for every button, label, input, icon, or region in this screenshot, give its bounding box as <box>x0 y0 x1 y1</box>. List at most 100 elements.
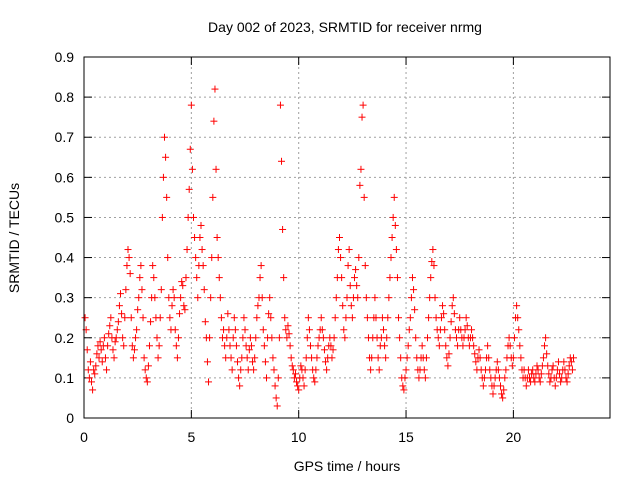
data-point <box>287 354 295 362</box>
data-point <box>381 342 389 350</box>
data-point <box>251 354 259 362</box>
data-point <box>475 346 483 354</box>
data-point <box>141 366 149 374</box>
data-point <box>179 282 187 290</box>
data-point <box>223 334 231 342</box>
y-axis-label: SRMTID / TECUs <box>6 183 22 293</box>
data-point <box>110 354 118 362</box>
data-point <box>166 314 174 322</box>
data-point <box>137 262 145 270</box>
data-point <box>189 213 197 221</box>
data-point <box>319 334 327 342</box>
data-point <box>509 354 517 362</box>
data-point <box>201 318 209 326</box>
data-point <box>372 314 380 322</box>
data-point <box>522 382 530 390</box>
data-point <box>443 354 451 362</box>
data-point <box>230 314 238 322</box>
data-point <box>461 326 469 334</box>
data-point <box>557 378 565 386</box>
data-point <box>182 274 190 282</box>
data-point <box>208 254 216 262</box>
data-point <box>425 314 433 322</box>
data-point <box>96 338 104 346</box>
data-point <box>341 334 349 342</box>
data-point <box>444 362 452 370</box>
data-point <box>422 354 430 362</box>
data-point <box>119 334 127 342</box>
data-point <box>322 358 330 366</box>
data-point <box>194 294 202 302</box>
data-point <box>285 330 293 338</box>
data-point <box>276 101 284 109</box>
data-point <box>193 274 201 282</box>
data-point <box>177 294 185 302</box>
data-point <box>178 278 186 286</box>
data-point <box>235 374 243 382</box>
data-point <box>98 358 106 366</box>
data-point <box>159 173 167 181</box>
data-point <box>549 362 557 370</box>
data-point <box>355 254 363 262</box>
data-point <box>387 254 395 262</box>
data-point <box>227 354 235 362</box>
data-point <box>468 326 476 334</box>
data-point <box>173 354 181 362</box>
data-point <box>399 382 407 390</box>
data-point <box>113 326 121 334</box>
y-tick-label: 0.2 <box>55 330 75 346</box>
data-point <box>262 374 270 382</box>
data-point <box>392 246 400 254</box>
data-point <box>397 354 405 362</box>
data-point <box>567 358 575 366</box>
data-point <box>252 334 260 342</box>
data-point <box>490 382 498 390</box>
y-tick-label: 0 <box>66 410 74 426</box>
data-point <box>360 193 368 201</box>
data-point <box>225 326 233 334</box>
data-point <box>327 342 335 350</box>
data-point <box>139 314 147 322</box>
data-point <box>344 262 352 270</box>
data-point <box>134 306 142 314</box>
data-point <box>151 294 159 302</box>
data-point <box>172 342 180 350</box>
data-point <box>358 113 366 121</box>
data-point <box>445 350 453 358</box>
data-point <box>272 394 280 402</box>
data-point <box>300 382 308 390</box>
data-point <box>513 302 521 310</box>
data-point <box>257 262 265 270</box>
data-point <box>374 354 382 362</box>
data-point <box>506 342 514 350</box>
data-point <box>211 85 219 93</box>
data-point <box>431 294 439 302</box>
data-point <box>312 366 320 374</box>
data-point <box>289 366 297 374</box>
data-point <box>253 314 261 322</box>
data-point <box>382 354 390 362</box>
data-point <box>93 350 101 358</box>
data-point <box>545 370 553 378</box>
data-point <box>245 346 253 354</box>
data-point <box>274 374 282 382</box>
x-tick-label: 20 <box>506 429 522 445</box>
data-point <box>362 294 370 302</box>
data-point <box>388 234 396 241</box>
data-point <box>247 342 255 350</box>
data-point <box>305 326 313 334</box>
data-point <box>176 310 184 318</box>
data-point <box>508 362 516 370</box>
data-point <box>352 266 360 274</box>
data-point <box>153 334 161 342</box>
data-point <box>226 342 234 350</box>
data-point <box>132 334 140 342</box>
data-point <box>260 342 268 350</box>
data-point <box>299 374 307 382</box>
data-point <box>169 286 177 294</box>
data-point <box>196 234 204 241</box>
data-point <box>462 314 470 322</box>
x-tick-label: 10 <box>291 429 307 445</box>
data-point <box>318 326 326 334</box>
data-point <box>187 101 195 109</box>
